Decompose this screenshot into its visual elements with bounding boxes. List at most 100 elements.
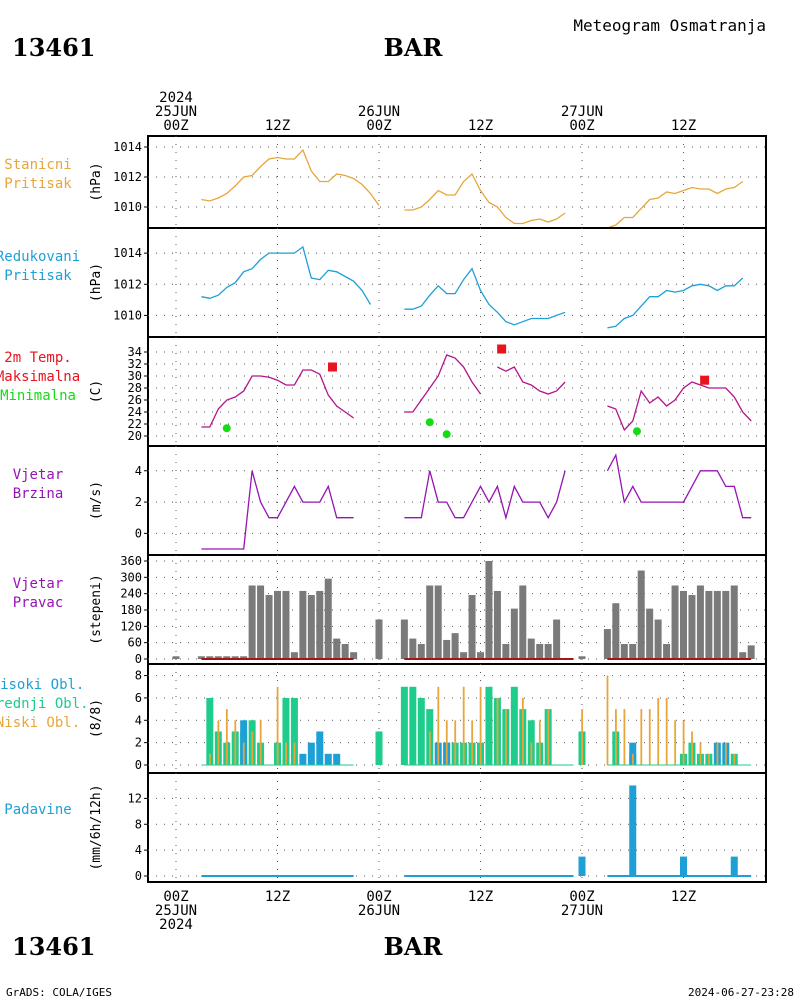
- wind-direction-bar: [231, 656, 239, 659]
- panel-legend-label: Stanicni: [4, 157, 71, 173]
- cloud-high-bar: [299, 753, 307, 765]
- cloud-low-bar: [445, 720, 448, 765]
- wind-direction-bar: [485, 561, 493, 659]
- y-axis-label: (mm/6h/12h): [89, 784, 104, 870]
- panel-legend-label: Maksimalna: [0, 369, 80, 385]
- y-axis-label: (stepeni): [89, 574, 104, 644]
- cloud-low-bar: [699, 742, 702, 765]
- wind-direction-bar: [434, 585, 442, 659]
- wind-direction-bar: [620, 644, 628, 659]
- cloud-low-bar: [479, 686, 482, 765]
- precip-bar: [578, 856, 586, 876]
- y-tick-label: 6: [135, 691, 142, 705]
- panel-legend-label: Niski Obl.: [0, 715, 80, 731]
- y-tick-label: 4: [135, 464, 142, 478]
- wind-direction-bar: [265, 595, 273, 659]
- top-axis-label: 00Z: [163, 118, 188, 134]
- panel-legend-label: Visoki Obl.: [0, 677, 84, 693]
- top-axis-label: 12Z: [671, 118, 696, 134]
- y-tick-label: 0: [135, 758, 142, 772]
- cloud-low-bar: [225, 709, 228, 765]
- wind-direction-bar: [274, 590, 281, 659]
- wind-direction-bar: [333, 638, 341, 659]
- cloud-low-bar: [251, 731, 254, 765]
- station-id-top: 13461: [12, 33, 96, 62]
- cloud-low-bar: [733, 753, 736, 765]
- wind-direction-bar: [443, 639, 451, 659]
- wind-direction-bar: [696, 585, 704, 659]
- top-axis-label: 12Z: [265, 118, 290, 134]
- panel-frame: [147, 445, 767, 556]
- precip-bar: [730, 856, 738, 876]
- cloud-low-bar: [615, 709, 617, 765]
- meteogram-title: Meteogram Osmatranja: [573, 16, 766, 35]
- cloud-low-bar: [606, 675, 609, 765]
- wind-direction-bar: [688, 595, 696, 659]
- series-line: [404, 267, 566, 326]
- wind-direction-bar: [341, 644, 349, 659]
- panel-6: 0 2 4 6 8 (8/8) Visoki Obl. Srednji Obl. Niski O…: [0, 663, 767, 774]
- wind-direction-bar: [307, 595, 315, 659]
- bottom-axis-label: 00Z: [366, 889, 391, 905]
- wind-direction-bar: [451, 633, 459, 659]
- y-axis-label: (hPa): [89, 263, 104, 302]
- cloud-mid-bar: [375, 731, 383, 765]
- cloud-low-bar: [217, 720, 220, 765]
- y-tick-label: 2: [135, 495, 142, 509]
- cloud-low-bar: [505, 709, 507, 765]
- wind-direction-bar: [375, 619, 383, 659]
- bottom-axis-label: 2024: [159, 917, 193, 933]
- panel-legend-label: Vjetar: [13, 576, 64, 592]
- panel-legend-label: Srednji Obl.: [0, 696, 89, 712]
- wind-direction-bar: [417, 644, 425, 659]
- wind-direction-bar: [223, 656, 231, 659]
- wind-direction-bar: [400, 619, 408, 659]
- wind-direction-bar: [747, 645, 755, 659]
- wind-direction-bar: [206, 656, 214, 659]
- bottom-axis-label: 25JUN: [155, 903, 197, 919]
- y-tick-label: 26: [128, 393, 142, 407]
- wind-direction-bar: [299, 590, 307, 659]
- wind-direction-bar: [637, 570, 645, 659]
- bottom-axis-label: 12Z: [468, 889, 493, 905]
- wind-direction-bar: [705, 590, 713, 659]
- y-tick-label: 1012: [113, 277, 142, 291]
- wind-direction-bar: [248, 585, 256, 659]
- wind-direction-bar: [477, 652, 484, 659]
- top-axis-label: 27JUN: [561, 104, 603, 120]
- wind-direction-bar: [680, 590, 687, 659]
- series-line: [607, 381, 752, 432]
- y-tick-label: 1012: [113, 170, 142, 184]
- wind-direction-bar: [172, 656, 180, 659]
- min-temp-marker: [632, 427, 641, 436]
- footer-timestamp: 2024-06-27-23:28: [688, 986, 794, 999]
- top-axis-label: 00Z: [366, 118, 391, 134]
- top-axis-label: 12Z: [468, 118, 493, 134]
- cloud-mid-bar: [400, 686, 408, 765]
- series-line: [607, 180, 744, 229]
- wind-direction-bar: [646, 608, 654, 659]
- cloud-mid-bar: [417, 697, 425, 765]
- cloud-low-bar: [665, 697, 668, 765]
- wind-direction-bar: [426, 585, 434, 659]
- wind-direction-bar: [460, 652, 468, 659]
- wind-direction-bar: [510, 608, 518, 659]
- panel-legend-label: Pravac: [13, 595, 64, 611]
- station-name-bottom: BAR: [384, 932, 444, 961]
- panel-frame: [147, 772, 767, 883]
- cloud-low-bar: [462, 686, 465, 765]
- panel-legend-label: Pritisak: [4, 176, 72, 192]
- y-tick-label: 0: [135, 652, 142, 666]
- cloud-mid-bar: [282, 697, 290, 765]
- y-tick-label: 12: [128, 791, 142, 805]
- wind-direction-bar: [519, 585, 527, 659]
- y-tick-label: 30: [128, 369, 142, 383]
- wind-direction-bar: [527, 638, 535, 659]
- cloud-low-bar: [242, 742, 245, 765]
- bottom-axis-label: 00Z: [569, 889, 594, 905]
- y-tick-label: 1010: [113, 200, 142, 214]
- series-line: [606, 453, 752, 519]
